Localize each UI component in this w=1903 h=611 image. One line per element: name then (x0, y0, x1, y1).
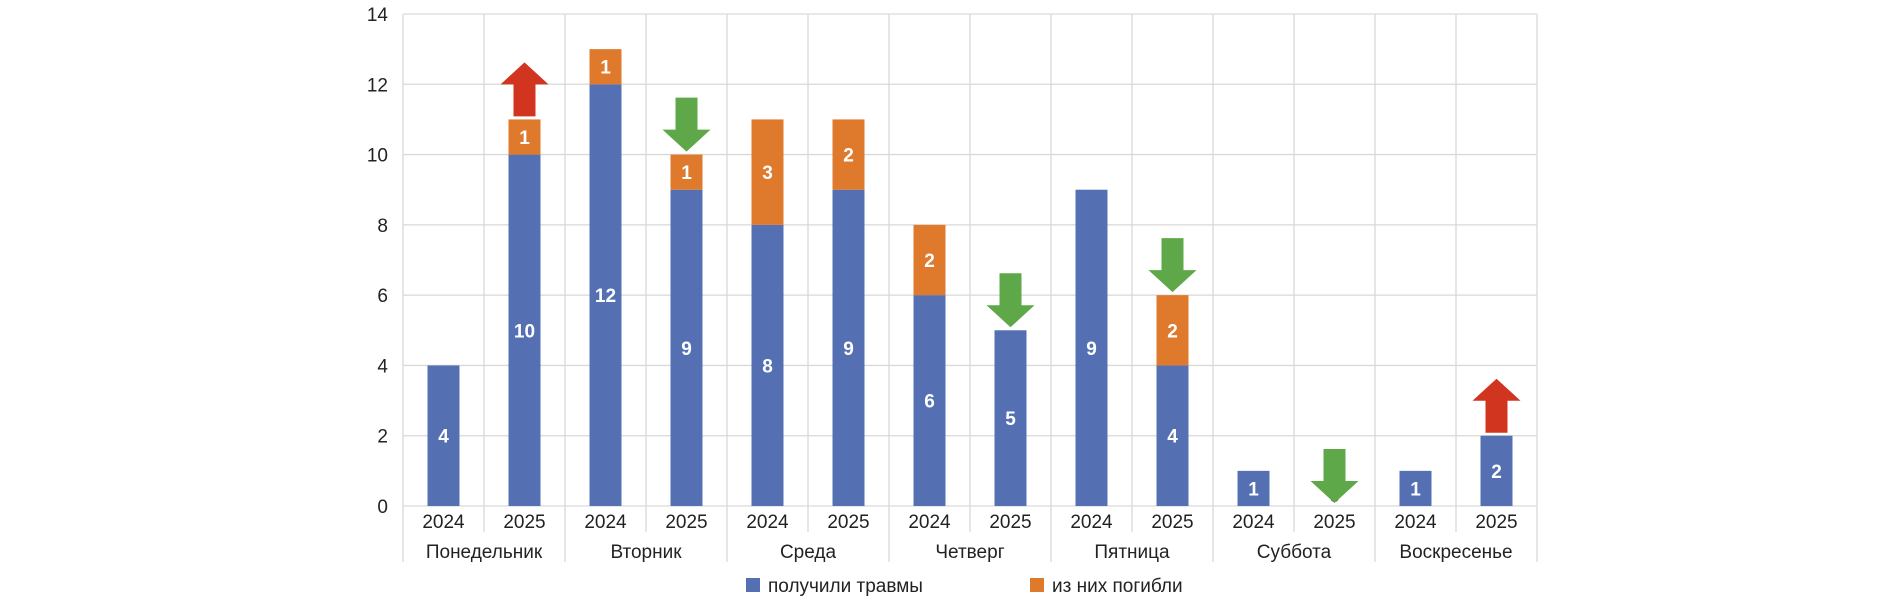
gridlines (402, 13, 1538, 507)
data-label-killed: 1 (681, 163, 692, 184)
x-group-label: Пятница (1094, 542, 1170, 563)
x-tick-label-year: 2025 (503, 512, 545, 533)
bar-injured (427, 365, 460, 506)
bar-killed (913, 224, 946, 296)
arrow-down-icon (986, 273, 1035, 328)
bar-killed (751, 119, 784, 225)
x-tick-label-year: 2025 (665, 512, 707, 533)
data-label-injured: 4 (438, 427, 449, 448)
legend: получили травмы из них погибли (746, 576, 1183, 597)
data-label-injured: 2 (1491, 462, 1502, 483)
bar-injured (670, 189, 703, 506)
bar-injured (1156, 365, 1189, 506)
y-tick-label: 12 (367, 75, 388, 96)
legend-label-killed: из них погибли (1052, 576, 1183, 597)
bars: 41011219183926259421012 (427, 49, 1513, 507)
x-tick-label-year: 2024 (584, 512, 627, 533)
arrow-down-icon (662, 97, 711, 152)
data-label-injured: 9 (843, 339, 854, 360)
x-tick-label-year: 2025 (989, 512, 1031, 533)
x-tick-label-year: 2024 (1232, 512, 1275, 533)
bar-injured (1399, 470, 1432, 506)
x-group-label: Понедельник (426, 542, 543, 563)
data-label-injured: 5 (1005, 409, 1016, 430)
x-group-label: Вторник (610, 542, 682, 563)
bar-killed (1156, 295, 1189, 366)
bar-injured (1237, 470, 1270, 506)
data-label-injured: 4 (1167, 427, 1178, 448)
data-label-injured: 8 (762, 356, 773, 377)
arrow-up-icon (500, 62, 549, 117)
bar-killed (508, 119, 541, 155)
y-tick-label: 0 (377, 497, 388, 518)
data-label-killed: 2 (843, 146, 854, 167)
data-label-killed: 2 (1167, 321, 1178, 342)
bar-injured (832, 189, 865, 506)
x-tick-label-year: 2025 (1475, 512, 1517, 533)
x-tick-label-year: 2025 (1313, 512, 1355, 533)
bar-killed (589, 49, 622, 85)
data-label-injured: 6 (924, 392, 935, 413)
x-group-label: Воскресенье (1399, 542, 1512, 563)
x-tick-label-year: 2024 (422, 512, 465, 533)
data-label-injured: 1 (1410, 479, 1421, 500)
legend-label-injured: получили травмы (768, 576, 923, 597)
data-label-killed: 3 (762, 163, 773, 184)
trend-arrows (500, 62, 1521, 503)
arrow-down-icon (1310, 449, 1359, 503)
bar-killed (670, 154, 703, 190)
bar-injured (508, 154, 541, 507)
data-label-injured: 10 (514, 321, 535, 342)
legend-swatch-killed (1030, 578, 1044, 592)
x-group-label: Среда (780, 542, 837, 563)
data-label-killed: 1 (519, 128, 530, 149)
y-tick-label: 10 (367, 146, 388, 167)
arrow-up-icon (1472, 378, 1521, 433)
bar-injured (751, 224, 784, 506)
arrow-down-icon (1148, 238, 1197, 293)
data-label-injured: 1 (1248, 479, 1259, 500)
data-label-killed: 2 (924, 251, 935, 272)
x-tick-label-year: 2024 (1394, 512, 1437, 533)
bar-injured (589, 84, 622, 507)
data-label-injured: 9 (681, 339, 692, 360)
x-tick-label-year: 2024 (1070, 512, 1113, 533)
bar-killed (832, 119, 865, 190)
x-axis: 2024 2025 2024 2025 2024 2025 2024 2025 2024 2025… (402, 506, 1538, 563)
legend-swatch-injured (746, 578, 760, 592)
data-label-injured: 12 (595, 286, 616, 307)
x-group-label: Четверг (935, 542, 1004, 563)
y-axis: 0 2 4 6 8 10 12 14 (367, 5, 389, 518)
x-tick-label-year: 2025 (1151, 512, 1193, 533)
y-tick-label: 14 (367, 5, 389, 26)
y-tick-label: 4 (377, 356, 388, 377)
x-tick-label-year: 2025 (827, 512, 869, 533)
bar-injured (913, 295, 946, 506)
x-group-label: Суббота (1257, 542, 1332, 563)
data-label-injured: 9 (1086, 339, 1097, 360)
x-tick-label-year: 2024 (908, 512, 951, 533)
bar-injured (1075, 189, 1108, 506)
x-tick-label-year: 2024 (746, 512, 789, 533)
bar-injured (994, 330, 1027, 506)
y-tick-label: 2 (377, 427, 388, 448)
bar-injured (1480, 435, 1513, 506)
data-label-killed: 1 (600, 58, 611, 79)
y-tick-label: 8 (377, 216, 388, 237)
y-tick-label: 6 (377, 286, 388, 307)
